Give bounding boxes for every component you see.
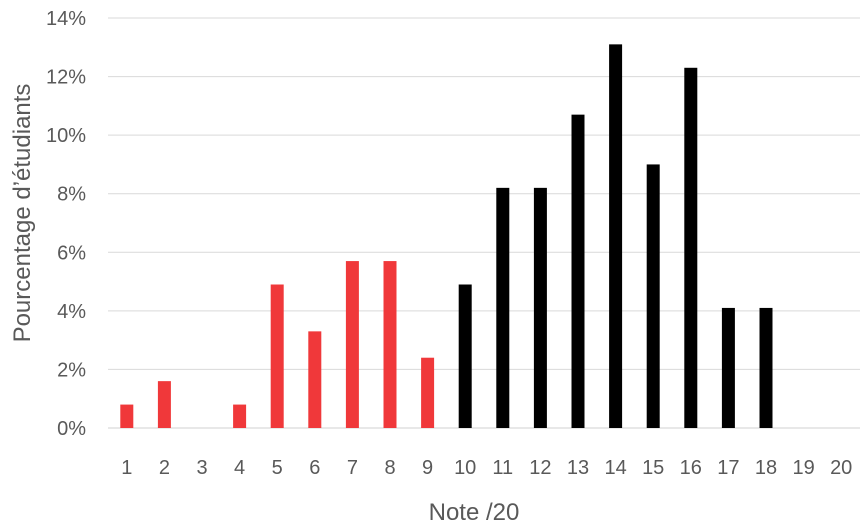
- y-tick-label: 14%: [46, 8, 86, 30]
- bar-2: [157, 381, 171, 428]
- bars: [120, 44, 773, 429]
- x-tick-label: 2: [159, 457, 170, 479]
- x-tick-labels: 1 2 3 4 5 6 7 8 9 10 11 12 13 14 15 16 17 18 19 20: [121, 457, 852, 479]
- bar-6: [308, 331, 322, 428]
- y-tick-label: 2%: [57, 359, 86, 381]
- y-tick-label: 0%: [57, 418, 86, 440]
- y-tick-labels: 0% 2% 4% 6% 8% 10% 12% 14%: [46, 8, 86, 440]
- x-tick-label: 18: [755, 457, 777, 479]
- x-tick-label: 13: [567, 457, 589, 479]
- bar-10: [458, 284, 472, 428]
- x-tick-label: 10: [454, 457, 476, 479]
- bar-18: [759, 307, 773, 428]
- bar-5: [270, 284, 284, 428]
- x-tick-label: 17: [717, 457, 739, 479]
- bar-1: [120, 404, 134, 428]
- x-tick-label: 8: [384, 457, 395, 479]
- bar-15: [646, 164, 660, 428]
- x-tick-label: 7: [347, 457, 358, 479]
- x-tick-label: 4: [234, 457, 245, 479]
- y-tick-label: 4%: [57, 301, 86, 323]
- y-axis-title: Pourcentage d’étudiants: [9, 84, 36, 343]
- x-tick-label: 19: [792, 457, 814, 479]
- x-tick-label: 5: [272, 457, 283, 479]
- x-tick-label: 6: [309, 457, 320, 479]
- x-axis-title: Note /20: [429, 499, 520, 526]
- bar-17: [721, 307, 735, 428]
- bar-13: [571, 114, 585, 429]
- bar-7: [345, 261, 359, 428]
- bar-14: [609, 44, 623, 428]
- x-tick-label: 1: [121, 457, 132, 479]
- y-tick-label: 10%: [46, 125, 86, 147]
- y-tick-label: 12%: [46, 67, 86, 89]
- bar-16: [684, 67, 698, 429]
- x-tick-label: 16: [680, 457, 702, 479]
- bar-4: [233, 404, 247, 428]
- y-tick-label: 6%: [57, 242, 86, 264]
- grid: [108, 17, 860, 429]
- x-tick-label: 9: [422, 457, 433, 479]
- bar-11: [496, 187, 510, 428]
- x-tick-label: 11: [492, 457, 513, 479]
- y-tick-label: 8%: [57, 184, 86, 206]
- x-tick-label: 14: [604, 457, 626, 479]
- bar-9: [421, 357, 435, 428]
- x-tick-label: 12: [529, 457, 551, 479]
- x-tick-label: 15: [642, 457, 664, 479]
- x-tick-label: 20: [830, 457, 852, 479]
- bar-8: [383, 261, 397, 428]
- x-tick-label: 3: [196, 457, 207, 479]
- bar-12: [533, 187, 547, 428]
